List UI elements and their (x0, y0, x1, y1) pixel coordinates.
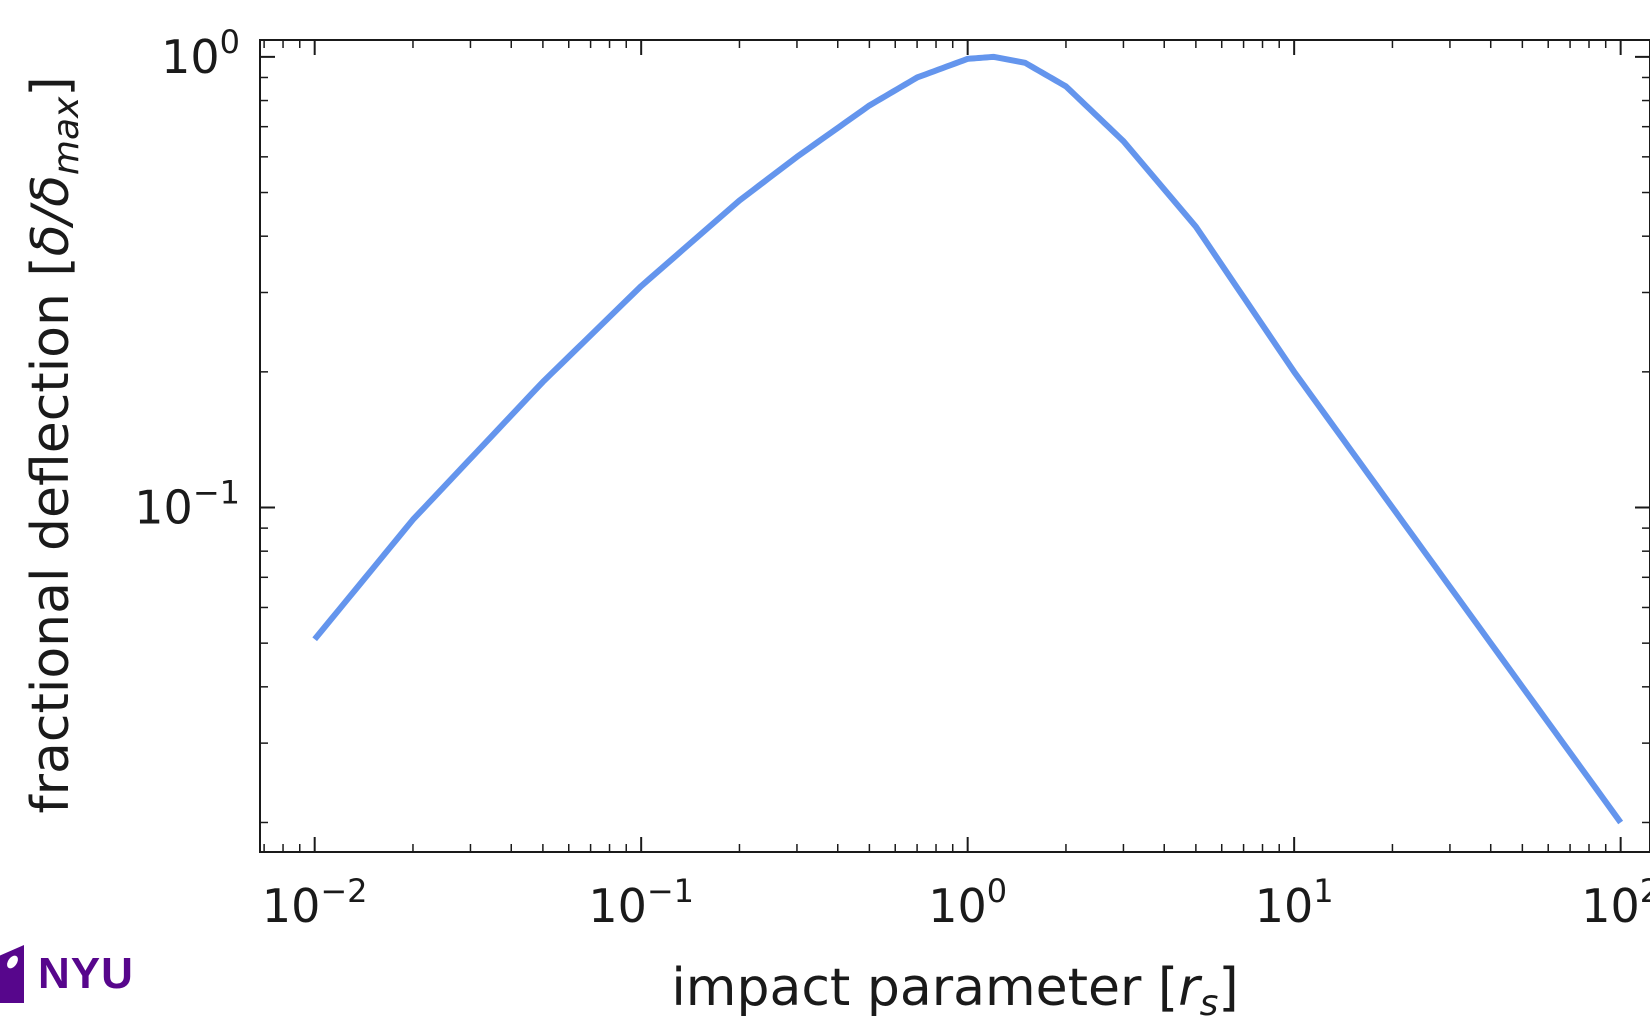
series-line-0 (312, 53, 1624, 825)
x-tick-label: 10−1 (588, 872, 694, 933)
y-tick-label: 100 (161, 23, 240, 84)
nyu-logo: NYU (0, 942, 134, 1006)
y-axis-label-close: ] (21, 76, 81, 96)
x-axis-label-main: impact parameter [ (671, 958, 1178, 1018)
y-tick-label: 10−1 (134, 474, 240, 535)
minor-ticks (260, 40, 1650, 852)
y-axis-label-math: δ/δ (21, 175, 81, 256)
x-tick-labels: 10−2 10−1 100 101 102 (262, 872, 1650, 933)
x-tick-label: 101 (1255, 872, 1334, 933)
x-tick-label: 10−2 (262, 872, 368, 933)
x-axis-label-close: ] (1218, 958, 1238, 1018)
x-tick-label: 102 (1581, 872, 1650, 933)
torch-icon (0, 945, 24, 1003)
y-axis-label: fractional deflection [δ/δmax] (21, 76, 87, 813)
nyu-logo-text: NYU (38, 949, 134, 998)
x-axis-label-sub: s (1200, 983, 1219, 1021)
y-axis-label-sub: max (46, 96, 87, 175)
y-tick-labels: 10−1 100 (134, 23, 240, 535)
y-axis-label-main: fractional deflection [ (21, 256, 81, 813)
x-tick-label: 100 (928, 872, 1007, 933)
major-ticks (260, 40, 1650, 852)
x-axis-label-var: r (1178, 958, 1203, 1018)
x-axis-label: impact parameter [rs] (671, 958, 1238, 1021)
plot-area (259, 39, 1650, 853)
series-layer (312, 53, 1624, 825)
